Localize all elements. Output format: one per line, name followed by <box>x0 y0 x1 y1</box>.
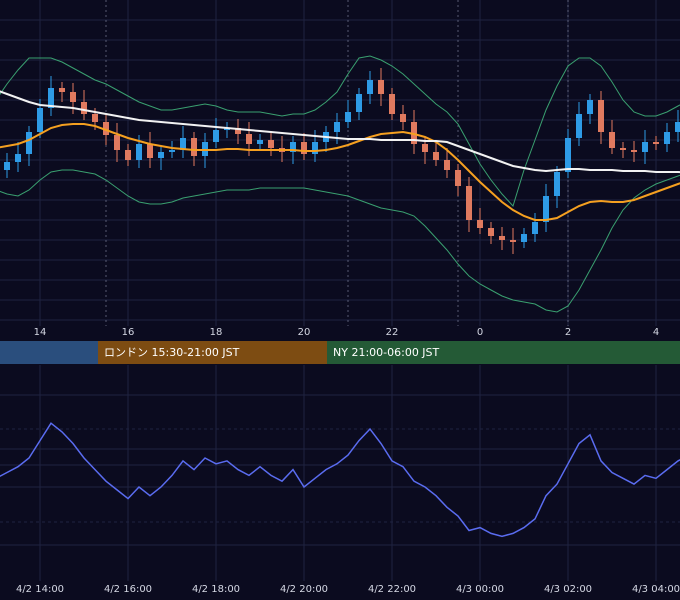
time-tick-label: 20 <box>297 327 311 338</box>
time-tick-label: 4/2 18:00 <box>191 584 241 595</box>
time-tick-label: 22 <box>385 327 399 338</box>
candle-down <box>455 170 461 186</box>
candle-up <box>312 142 318 154</box>
candle-up <box>675 122 680 132</box>
candle-up <box>587 100 593 114</box>
candle-up <box>521 234 527 242</box>
time-tick-label: 2 <box>564 327 572 338</box>
price-chart <box>0 0 680 326</box>
candle-down <box>433 152 439 160</box>
candle-down <box>598 100 604 132</box>
candle-down <box>92 114 98 122</box>
session-segment: NY 21:00-06:00 JST <box>327 341 680 364</box>
candle-down <box>389 94 395 114</box>
candle-up <box>334 122 340 132</box>
candlesticks <box>4 68 680 254</box>
candle-up <box>565 138 571 172</box>
candle-up <box>345 112 351 122</box>
time-tick-label: 4 <box>652 327 660 338</box>
time-tick-label: 4/3 02:00 <box>543 584 593 595</box>
candle-down <box>103 122 109 135</box>
candle-down <box>268 140 274 148</box>
candle-up <box>367 80 373 94</box>
candle-down <box>81 102 87 114</box>
candle-down <box>477 220 483 228</box>
time-tick-label: 4/2 20:00 <box>279 584 329 595</box>
bollinger-band <box>0 55 680 313</box>
session-bar: ロンドン 15:30-21:00 JST NY 21:00-06:00 JST <box>0 341 680 364</box>
candle-up <box>136 144 142 160</box>
candle-up <box>213 130 219 142</box>
candle-down <box>444 160 450 170</box>
session-segment <box>0 341 98 364</box>
candle-up <box>37 108 43 132</box>
candle-up <box>158 152 164 158</box>
candle-up <box>290 142 296 152</box>
candle-up <box>15 154 21 162</box>
candle-down <box>59 88 65 92</box>
time-tick-label: 18 <box>209 327 223 338</box>
candle-up <box>26 132 32 154</box>
oscillator-time-axis: 4/2 14:00 4/2 16:00 4/2 18:00 4/2 20:00 4/2 … <box>0 581 680 600</box>
candle-down <box>609 132 615 148</box>
candle-down <box>466 186 472 220</box>
candle-down <box>510 240 516 242</box>
candle-up <box>48 88 54 108</box>
time-tick-label: 4/2 22:00 <box>367 584 417 595</box>
oscillator-series-line <box>0 422 680 538</box>
time-tick-label: 4/2 16:00 <box>103 584 153 595</box>
time-tick-label: 4/3 00:00 <box>455 584 505 595</box>
session-segment: ロンドン 15:30-21:00 JST <box>98 341 327 364</box>
candle-down <box>499 236 505 240</box>
candle-up <box>642 142 648 152</box>
candle-down <box>147 144 153 158</box>
candle-down <box>488 228 494 236</box>
candle-up <box>169 150 175 152</box>
price-grid <box>0 0 680 326</box>
candle-up <box>554 172 560 196</box>
time-tick-label: 4/3 04:00 <box>631 584 680 595</box>
candle-down <box>246 134 252 144</box>
candle-down <box>125 150 131 160</box>
candle-down <box>422 144 428 152</box>
time-tick-label: 4/2 14:00 <box>15 584 65 595</box>
bollinger-upper <box>0 55 680 207</box>
bollinger-lower <box>0 169 680 313</box>
oscillator-grid <box>0 365 680 581</box>
candle-up <box>180 138 186 150</box>
candle-up <box>4 162 10 170</box>
candle-down <box>70 92 76 102</box>
candle-up <box>576 114 582 138</box>
candle-down <box>400 114 406 122</box>
time-tick-label: 14 <box>33 327 47 338</box>
candle-up <box>664 132 670 144</box>
candle-down <box>301 142 307 154</box>
candle-up <box>543 196 549 222</box>
long-ma-line <box>0 90 680 174</box>
moving-averages <box>0 90 680 221</box>
time-tick-label: 16 <box>121 327 135 338</box>
candle-up <box>356 94 362 112</box>
candle-down <box>114 135 120 150</box>
oscillator-line <box>0 422 680 538</box>
oscillator-chart <box>0 365 680 581</box>
candle-down <box>191 138 197 156</box>
candle-down <box>620 148 626 150</box>
candle-up <box>532 222 538 234</box>
candle-down <box>653 142 659 144</box>
candle-down <box>378 80 384 94</box>
price-time-axis: 14 16 18 20 22 0 2 4 <box>0 326 680 341</box>
short-ma-line <box>0 123 680 221</box>
candle-down <box>631 150 637 152</box>
time-tick-label: 0 <box>476 327 484 338</box>
candle-down <box>235 128 241 134</box>
candle-up <box>257 140 263 144</box>
